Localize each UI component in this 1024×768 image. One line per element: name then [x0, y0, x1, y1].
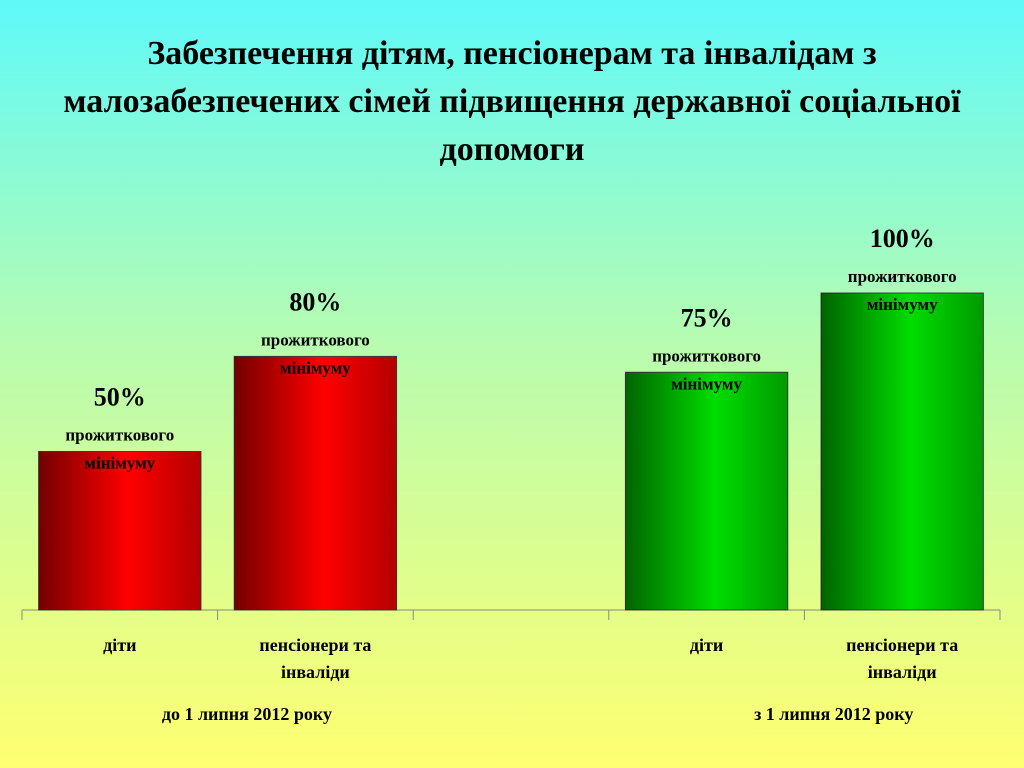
chart-title: Забезпечення дітям, пенсіонерам та інвал…: [63, 35, 961, 168]
value-label: 100%: [870, 224, 935, 253]
bar-shade: [821, 293, 984, 610]
value-label-note: прожиткового: [652, 346, 761, 365]
bar-shade: [625, 372, 788, 610]
bar-shade: [38, 451, 201, 610]
value-label-note: мінімуму: [671, 374, 742, 393]
value-label-note: мінімуму: [867, 295, 938, 314]
value-label-note: прожиткового: [65, 426, 174, 445]
x-tick-label: діти: [103, 635, 137, 655]
value-label-note: мінімуму: [280, 358, 351, 377]
bar-shade: [234, 356, 397, 610]
value-label: 75%: [681, 303, 733, 332]
value-label-note: мінімуму: [84, 454, 155, 473]
x-tick-label: пенсіонери та інваліди: [259, 635, 372, 682]
value-label-note: прожиткового: [261, 330, 370, 349]
value-label: 80%: [289, 287, 341, 316]
group-label: з 1 липня 2012 року: [754, 704, 914, 724]
x-tick-label: діти: [689, 635, 724, 655]
value-label: 50%: [94, 383, 146, 412]
x-tick-label: пенсіонери та інваліди: [846, 635, 959, 682]
group-label: до 1 липня 2012 року: [161, 704, 333, 724]
value-label-note: прожиткового: [848, 267, 957, 286]
